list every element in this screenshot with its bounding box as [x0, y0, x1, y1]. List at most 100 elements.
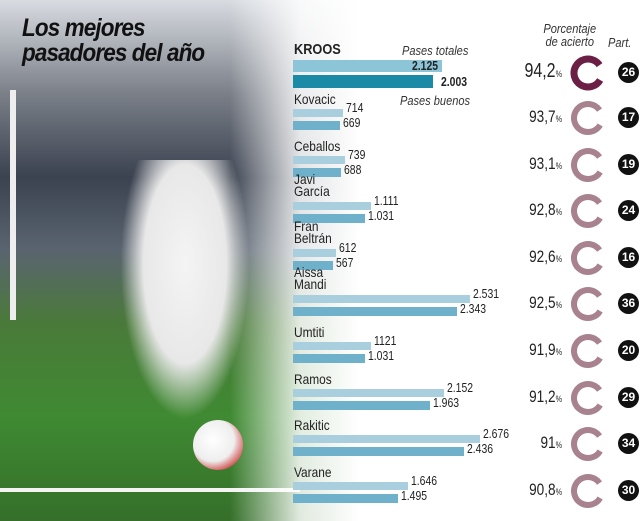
pct-value: 94,2% [506, 60, 562, 83]
matches-badge: 16 [618, 246, 639, 268]
matches-badge: 30 [618, 479, 639, 501]
bar-good [293, 307, 457, 317]
value-good: 1.031 [368, 348, 395, 363]
bar-good [293, 493, 398, 503]
value-good: 688 [344, 161, 362, 177]
pct-number: 93,7 [529, 107, 556, 126]
legend-total: Pases totales [402, 43, 469, 58]
matches-badge: 36 [618, 293, 639, 315]
bar-good [293, 400, 431, 410]
player-name: Fran Beltrán [294, 217, 332, 246]
ring-arc [571, 287, 605, 322]
pct-number: 94,2 [524, 60, 556, 82]
value-good: 1.963 [433, 394, 460, 410]
matches-badge: 34 [618, 433, 639, 455]
ring-arc [570, 55, 606, 91]
value-total: 2.531 [473, 286, 500, 302]
accuracy-ring [570, 380, 606, 416]
pct-header: Porcentaje de acierto [543, 21, 597, 49]
player-name: Rakitic [294, 417, 330, 434]
value-total: 1.646 [411, 472, 438, 488]
accuracy-ring [570, 240, 606, 276]
matches-badge: 24 [618, 200, 639, 222]
bar-total [293, 60, 442, 72]
pct-value: 90,8% [506, 480, 562, 500]
value-good: 2.003 [441, 74, 468, 89]
bar-good [293, 447, 464, 457]
bar-good [293, 75, 434, 88]
value-total: 612 [338, 239, 357, 255]
ring-arc [571, 240, 605, 275]
pct-number: 90,8 [529, 479, 556, 499]
value-good: 2.343 [460, 301, 487, 317]
accuracy-ring [570, 426, 606, 462]
player-name: Kovacic [294, 91, 336, 107]
bar-good [293, 214, 366, 224]
ring-arc [571, 101, 605, 135]
bar-total [293, 388, 444, 397]
bar-total [293, 155, 345, 164]
value-good: 669 [342, 115, 361, 130]
legend-good: Pases buenos [400, 93, 471, 108]
matches-header: Part. [608, 35, 632, 50]
value-total: 2.152 [446, 379, 473, 395]
bar-total [293, 435, 481, 444]
value-total: 2.125 [411, 58, 438, 73]
pct-value: 92,5% [506, 293, 562, 313]
player-name: Javi García [294, 171, 330, 200]
pct-number: 92,5 [529, 293, 556, 313]
pct-sign: % [555, 440, 562, 451]
pct-sign: % [555, 347, 562, 357]
accuracy-ring [570, 193, 606, 229]
bar-total [293, 109, 343, 117]
accuracy-ring [570, 473, 606, 509]
pct-number: 91,2 [529, 386, 556, 406]
pct-value: 92,8% [506, 200, 562, 220]
player-name: KROOS [294, 41, 341, 58]
value-total: 714 [345, 100, 364, 115]
pct-number: 91,9 [529, 340, 556, 359]
pct-sign: % [555, 393, 562, 404]
matches-badge: 29 [618, 386, 639, 408]
pct-sign: % [555, 253, 562, 264]
bar-good [293, 260, 333, 270]
ring-arc [571, 194, 605, 229]
value-total: 2.676 [483, 426, 510, 442]
pct-number: 91 [540, 433, 556, 453]
matches-badge: 26 [618, 62, 639, 83]
bar-total [293, 202, 371, 211]
bar-total [293, 481, 409, 490]
pct-sign: % [555, 207, 562, 218]
pct-value: 91,9% [506, 340, 562, 360]
value-good: 567 [335, 254, 354, 270]
value-total: 739 [347, 146, 366, 162]
value-total: 1.111 [373, 193, 399, 209]
pct-number: 92,8 [529, 200, 556, 220]
bar-good [293, 354, 366, 363]
accuracy-ring [570, 286, 606, 322]
pct-value: 93,7% [506, 107, 562, 127]
value-good: 1.495 [400, 487, 427, 503]
ring-arc [571, 334, 605, 368]
pct-value: 91% [506, 433, 562, 453]
bar-good [293, 121, 340, 130]
pct-sign: % [555, 160, 562, 171]
title-text: Los mejores pasadores del año [22, 14, 205, 67]
value-total: 1121 [374, 333, 397, 348]
pct-value: 93,1% [506, 154, 562, 174]
matches-badge: 19 [618, 153, 639, 175]
pct-value: 91,2% [506, 387, 562, 407]
player-name: Ceballos [294, 137, 341, 154]
ring-arc [571, 473, 605, 508]
accuracy-ring [570, 100, 606, 136]
chart-title: Los mejores pasadores del año [22, 16, 238, 66]
matches-badge: 17 [618, 107, 639, 128]
accuracy-ring [570, 55, 606, 91]
pct-number: 93,1 [529, 153, 556, 173]
accuracy-ring [570, 147, 606, 183]
ring-arc [571, 147, 605, 182]
pct-sign: % [555, 69, 562, 79]
pct-sign: % [555, 300, 562, 311]
bar-total [293, 342, 372, 350]
bar-total [293, 248, 336, 257]
